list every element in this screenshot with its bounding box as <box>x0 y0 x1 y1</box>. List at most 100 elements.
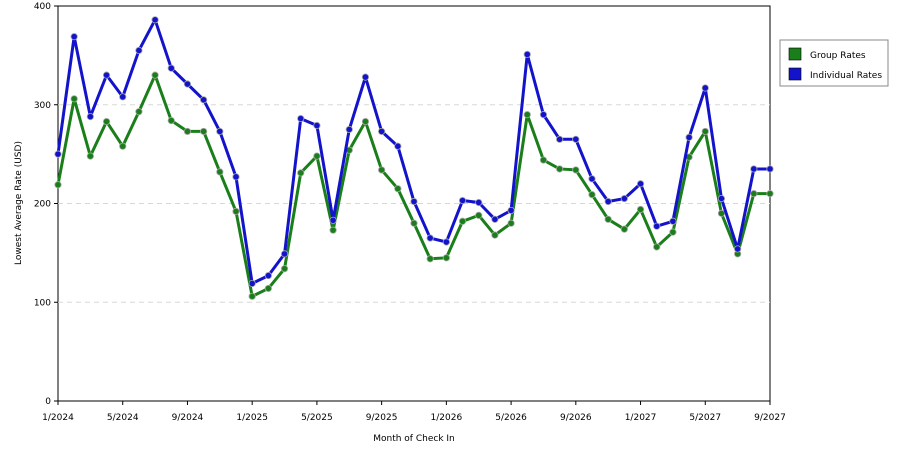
data-point-individual-rates <box>507 206 515 215</box>
data-point-group-rates <box>523 111 531 119</box>
data-point-individual-rates <box>669 217 677 225</box>
data-point-group-rates <box>200 127 208 136</box>
x-axis-title: Month of Check In <box>373 434 455 444</box>
data-point-group-rates <box>766 190 774 198</box>
data-point-group-rates <box>329 226 337 234</box>
x-tick-label: 9/2027 <box>754 413 786 423</box>
data-point-individual-rates <box>475 198 483 207</box>
x-axis: 1/2024 5/2024 9/2024 1/2025 5/2025 9/2025 1/20… <box>42 401 786 423</box>
data-point-individual-rates <box>216 127 224 136</box>
data-point-group-rates <box>491 231 499 239</box>
data-point-group-rates <box>442 254 450 262</box>
data-point-group-rates <box>588 191 596 199</box>
data-point-group-rates <box>86 152 94 160</box>
data-point-individual-rates <box>539 111 548 119</box>
data-point-individual-rates <box>361 73 370 81</box>
data-point-group-rates <box>475 211 483 219</box>
y-tick-label: 200 <box>34 200 51 210</box>
data-point-individual-rates <box>151 16 159 24</box>
data-point-individual-rates <box>167 64 175 72</box>
data-point-group-rates <box>151 71 159 79</box>
y-tick-label: 300 <box>34 101 51 111</box>
data-point-group-rates <box>216 168 224 176</box>
data-point-individual-rates <box>70 33 78 41</box>
data-point-group-rates <box>572 166 580 174</box>
data-point-individual-rates <box>313 121 321 130</box>
data-point-individual-rates <box>734 245 742 253</box>
data-point-group-rates <box>717 209 726 217</box>
legend-label-individual-rates: Individual Rates <box>810 71 882 81</box>
data-point-group-rates <box>313 152 321 160</box>
data-point-individual-rates <box>766 165 774 173</box>
data-point-group-rates <box>394 185 402 193</box>
x-tick-label: 5/2027 <box>689 413 721 423</box>
data-point-group-rates <box>119 142 127 150</box>
legend: Group Rates Individual Rates <box>779 39 889 87</box>
x-tick-label: 1/2025 <box>236 413 268 423</box>
data-point-individual-rates <box>394 142 402 150</box>
data-point-individual-rates <box>491 215 499 223</box>
data-point-group-rates <box>539 156 548 164</box>
data-point-group-rates <box>410 219 418 227</box>
data-point-individual-rates <box>701 84 709 92</box>
data-point-individual-rates <box>54 150 62 158</box>
data-point-group-rates <box>653 243 661 251</box>
data-point-group-rates <box>507 219 515 227</box>
data-point-group-rates <box>297 169 305 177</box>
data-point-individual-rates <box>653 222 661 230</box>
data-point-individual-rates <box>102 71 111 79</box>
x-tick-label: 9/2024 <box>172 413 204 423</box>
data-point-individual-rates <box>183 80 192 88</box>
data-point-group-rates <box>378 166 386 174</box>
data-point-group-rates <box>458 217 467 225</box>
data-point-individual-rates <box>685 133 693 141</box>
data-point-individual-rates <box>636 180 645 188</box>
legend-swatch-group-rates <box>788 47 802 61</box>
data-point-individual-rates <box>329 216 337 224</box>
data-point-group-rates <box>750 190 758 198</box>
data-point-group-rates <box>361 117 370 126</box>
y-tick-label: 0 <box>45 397 51 407</box>
data-point-group-rates <box>426 255 434 263</box>
data-point-individual-rates <box>86 113 94 121</box>
data-point-individual-rates <box>410 197 418 206</box>
data-point-group-rates <box>264 284 272 293</box>
y-tick-label: 100 <box>34 298 51 308</box>
y-axis: 0 100 200 300 400 <box>34 2 58 407</box>
legend-swatch-individual-rates <box>788 67 802 81</box>
data-point-individual-rates <box>280 250 289 258</box>
x-tick-label: 9/2025 <box>366 413 398 423</box>
data-point-group-rates <box>183 127 192 136</box>
data-point-group-rates <box>232 207 240 215</box>
data-point-individual-rates <box>200 96 208 104</box>
data-point-individual-rates <box>442 238 450 246</box>
data-point-group-rates <box>556 165 564 173</box>
data-point-individual-rates <box>458 196 467 205</box>
data-point-group-rates <box>669 228 677 236</box>
data-point-individual-rates <box>232 173 240 181</box>
x-tick-label: 5/2026 <box>495 413 527 423</box>
data-point-group-rates <box>54 181 62 189</box>
data-point-individual-rates <box>750 165 758 173</box>
y-axis-title: Lowest Average Rate (USD) <box>14 141 24 265</box>
series-group-rates <box>54 71 774 300</box>
data-point-group-rates <box>102 117 111 126</box>
data-point-group-rates <box>280 265 289 273</box>
x-tick-label: 5/2025 <box>301 413 333 423</box>
data-point-individual-rates <box>119 93 127 101</box>
x-tick-label: 9/2026 <box>560 413 592 423</box>
data-point-group-rates <box>636 205 645 214</box>
data-point-individual-rates <box>523 50 531 58</box>
y-tick-label: 400 <box>34 2 51 12</box>
data-point-individual-rates <box>620 194 628 203</box>
data-point-group-rates <box>248 292 256 300</box>
data-point-group-rates <box>701 127 709 136</box>
x-tick-label: 1/2026 <box>431 413 463 423</box>
data-point-group-rates <box>167 116 175 125</box>
x-tick-label: 5/2024 <box>107 413 139 423</box>
x-tick-label: 1/2024 <box>42 413 74 423</box>
series-layer <box>54 16 774 300</box>
data-point-group-rates <box>70 95 78 103</box>
